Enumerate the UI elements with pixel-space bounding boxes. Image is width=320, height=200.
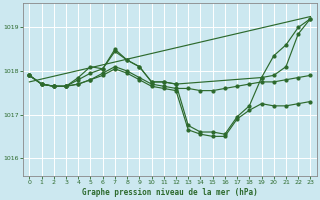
X-axis label: Graphe pression niveau de la mer (hPa): Graphe pression niveau de la mer (hPa): [82, 188, 258, 197]
